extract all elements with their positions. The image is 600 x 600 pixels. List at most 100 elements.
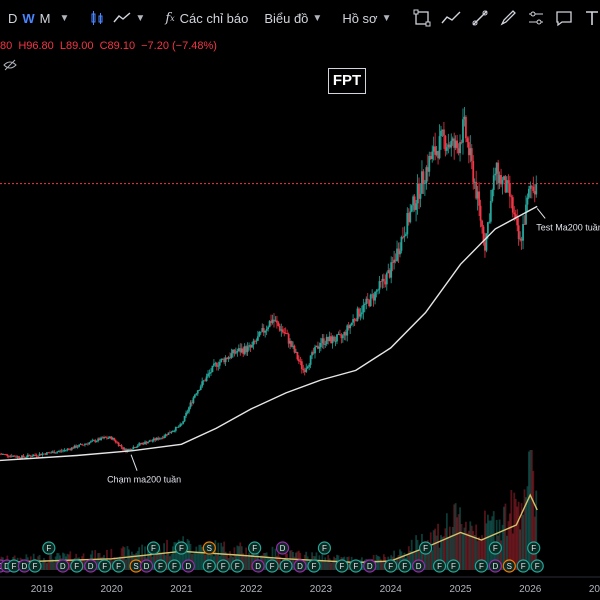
candle-body [59, 450, 61, 452]
volume-bar [422, 552, 425, 570]
volume-bar [467, 530, 470, 570]
text-icon[interactable] [583, 9, 600, 27]
volume-bar [428, 543, 431, 570]
candle-body [463, 116, 466, 120]
candle-body [528, 188, 530, 198]
profile-menu-button[interactable]: Hồ sơ ▼ [342, 0, 395, 36]
candle-body [444, 135, 447, 151]
pencil-icon[interactable] [499, 9, 517, 27]
event-marker-circle [516, 559, 530, 573]
timeframe-m[interactable]: M [39, 10, 51, 26]
candle-body [173, 430, 176, 432]
candle-body [494, 173, 497, 176]
candle-body [315, 345, 318, 348]
line-chart-icon[interactable] [113, 10, 131, 26]
candle-body [522, 224, 524, 241]
volume-bar [245, 547, 248, 570]
volume-bar [82, 553, 85, 570]
chevron-down-icon[interactable]: ▼ [59, 12, 70, 24]
chevron-down-icon[interactable]: ▼ [135, 12, 146, 24]
candle-body [248, 345, 250, 347]
candle-body [188, 407, 190, 412]
candle-body [98, 438, 101, 441]
settings-sliders-icon[interactable] [527, 9, 545, 27]
candle-body [530, 185, 533, 187]
candle-body [321, 338, 324, 343]
event-marker-label: F [388, 562, 393, 571]
event-marker-circle [265, 559, 279, 573]
annotation-text: Test Ma200 tuần [536, 222, 600, 232]
volume-bar [130, 551, 133, 570]
volume-bar [233, 547, 236, 570]
candle-body [506, 180, 508, 193]
candle-body [454, 140, 457, 148]
candle-body [73, 445, 76, 449]
candle-body [82, 444, 85, 446]
event-marker-circle [56, 559, 70, 573]
candle-body [526, 197, 529, 205]
candle-body [511, 197, 514, 213]
candle-body [186, 411, 189, 413]
candle-body [352, 319, 354, 323]
candle-body [314, 347, 316, 354]
volume-bar [47, 561, 50, 570]
volume-bar [215, 555, 218, 570]
candle-body [106, 437, 108, 439]
candle-body [497, 162, 500, 184]
candle-body [308, 364, 311, 367]
event-marker-label: F [151, 544, 156, 553]
candle-body [459, 142, 461, 154]
event-marker-label: F [12, 562, 17, 571]
volume-bar [451, 526, 454, 570]
timeframe-w[interactable]: W [22, 10, 35, 26]
candle-body [284, 333, 287, 334]
candle-body [208, 372, 211, 374]
event-marker-circle [70, 559, 84, 573]
candle-body [87, 443, 89, 445]
candle-body [535, 184, 538, 195]
rectangle-select-icon[interactable] [413, 9, 431, 27]
chart-menu-button[interactable]: Biểu đồ ▼ [264, 0, 326, 36]
candle-body [393, 259, 396, 263]
eye-off-icon[interactable] [3, 58, 17, 76]
volume-bar [530, 450, 533, 570]
event-marker-circle [488, 541, 502, 555]
candle-body [144, 441, 146, 445]
candle-body [274, 320, 277, 322]
volume-bar [457, 514, 460, 570]
candle-body [303, 370, 306, 372]
volume-bar [324, 557, 327, 570]
event-marker-label: F [521, 562, 526, 571]
volume-bar [51, 559, 54, 570]
event-marker-label: F [451, 562, 456, 571]
candle-body [482, 226, 485, 243]
event-marker-circle [153, 559, 168, 573]
candle-body [103, 437, 105, 439]
candles-icon[interactable] [89, 10, 105, 26]
candle-body [328, 336, 331, 342]
event-marker-label: F [531, 544, 536, 553]
candle-body [372, 294, 375, 301]
volume-bar [242, 553, 245, 570]
candle-body [224, 357, 227, 363]
candle-body [32, 454, 35, 457]
volume-bar [251, 547, 253, 570]
volume-bar [188, 540, 190, 570]
volume-bar [396, 557, 398, 570]
trend-line-icon[interactable] [441, 9, 461, 27]
event-marker-label: S [207, 544, 212, 553]
candle-body [423, 183, 426, 184]
volume-bar [437, 523, 439, 570]
event-marker-label: F [339, 562, 344, 571]
comment-icon[interactable] [555, 9, 573, 27]
timeframe-d[interactable]: D [8, 10, 18, 26]
candle-body [319, 342, 322, 347]
candle-body [230, 353, 233, 358]
brush-icon[interactable] [471, 9, 489, 27]
volume-bar [334, 557, 337, 570]
candle-body [358, 308, 360, 317]
candle-body [254, 340, 256, 342]
